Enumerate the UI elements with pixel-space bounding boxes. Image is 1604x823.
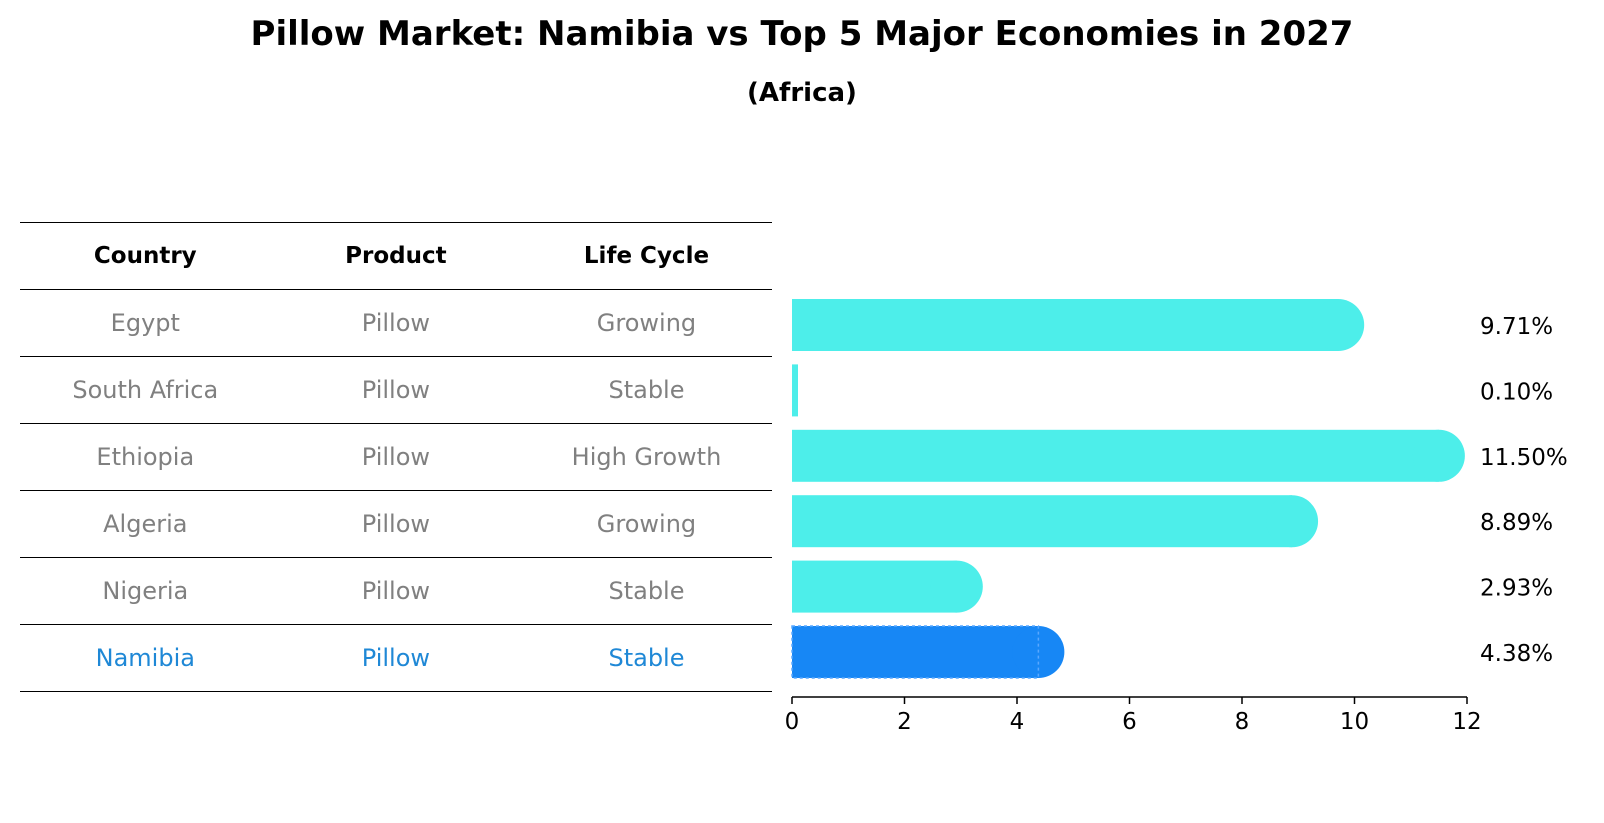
table-row: Ethiopia Pillow High Growth	[20, 423, 772, 490]
bar	[792, 495, 1293, 548]
bar-end-cap	[1412, 429, 1465, 482]
header-product: Product	[345, 243, 447, 269]
table-row: Nigeria Pillow Stable	[20, 557, 772, 624]
cell-country: South Africa	[72, 376, 219, 404]
cell-life-cycle: Stable	[608, 577, 685, 605]
cell-country: Egypt	[110, 309, 180, 337]
cell-life-cycle: Growing	[596, 510, 697, 538]
bar	[792, 560, 957, 613]
table-row: Algeria Pillow Growing	[20, 490, 772, 557]
x-tick-label: 12	[1452, 709, 1481, 735]
cell-country: Algeria	[103, 510, 188, 538]
bar	[792, 299, 1339, 351]
cell-country: Nigeria	[102, 577, 189, 605]
cell-product: Pillow	[361, 309, 431, 337]
bar	[792, 626, 1039, 678]
data-label: 2.93%	[1480, 576, 1553, 602]
cell-life-cycle: Growing	[596, 309, 697, 337]
table-row: Egypt Pillow Growing	[20, 289, 772, 356]
cell-product: Pillow	[361, 577, 431, 605]
table-row: South Africa Pillow Stable	[20, 356, 772, 423]
header-country: Country	[93, 243, 197, 269]
data-label: 9.71%	[1480, 314, 1553, 340]
data-label: 0.10%	[1480, 379, 1553, 405]
header-life-cycle: Life Cycle	[583, 243, 710, 269]
data-label: 4.38%	[1480, 641, 1553, 667]
table-header-row: Country Product Life Cycle	[20, 222, 772, 289]
data-table: Country Product Life Cycle Egypt Pillow …	[20, 222, 772, 692]
table-row-highlight: Namibia Pillow Stable	[20, 624, 772, 692]
bar-end-cap	[1312, 299, 1365, 351]
cell-product: Pillow	[361, 510, 431, 538]
bar	[792, 429, 1439, 482]
bar	[792, 364, 798, 417]
bar-highlight-outline	[791, 625, 1040, 679]
data-label: 8.89%	[1480, 510, 1553, 536]
x-tick-label: 10	[1340, 709, 1369, 735]
x-tick-label: 2	[897, 709, 912, 735]
bar-end-cap	[1266, 495, 1319, 548]
cell-country: Namibia	[95, 644, 195, 672]
cell-country: Ethiopia	[96, 443, 195, 471]
cell-product: Pillow	[361, 644, 431, 672]
cell-life-cycle: High Growth	[571, 443, 722, 471]
cell-product: Pillow	[361, 376, 431, 404]
x-tick-label: 0	[785, 709, 800, 735]
cell-life-cycle: Stable	[608, 376, 685, 404]
cell-life-cycle: Stable	[608, 644, 685, 672]
chart-title: Pillow Market: Namibia vs Top 5 Major Ec…	[250, 14, 1354, 54]
data-label: 11.50%	[1480, 445, 1568, 471]
x-tick-label: 8	[1235, 709, 1250, 735]
x-tick-label: 4	[1010, 709, 1025, 735]
x-tick-label: 6	[1122, 709, 1137, 735]
chart-subtitle: (Africa)	[747, 78, 857, 108]
cell-product: Pillow	[361, 443, 431, 471]
bar-end-cap	[930, 560, 983, 613]
